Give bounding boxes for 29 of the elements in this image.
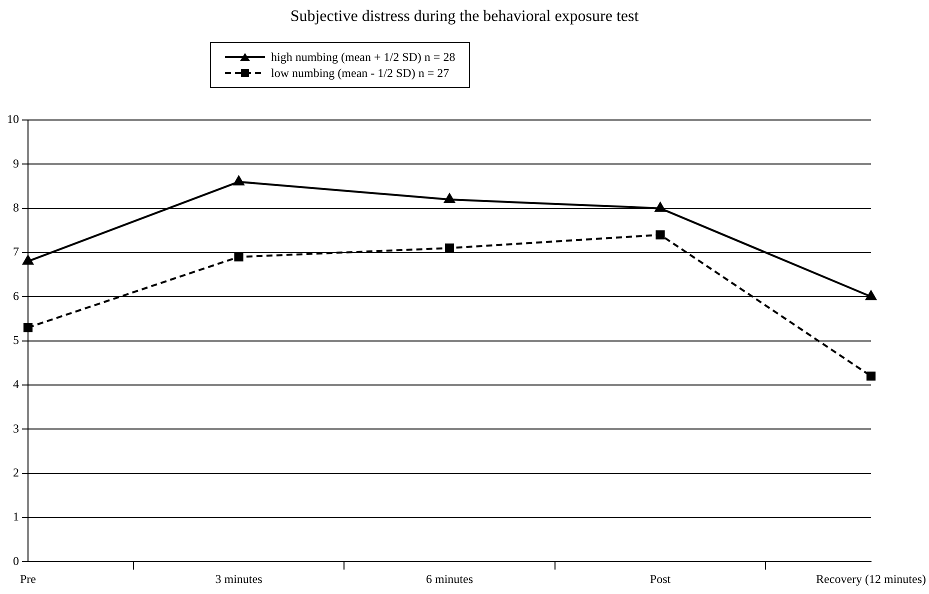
x-tick-label: Recovery (12 minutes): [816, 572, 926, 586]
y-tick-label: 5: [13, 332, 19, 347]
point: [234, 252, 244, 262]
chart-title: Subjective distress during the behavioral exposure test: [289, 8, 640, 26]
y-tick-label: 8: [13, 200, 19, 214]
point: [444, 193, 455, 203]
x-tick-label: Pre: [20, 572, 36, 586]
y-tick-label: 4: [13, 377, 19, 392]
point: [654, 202, 666, 212]
x-tick-label: 6 minutes: [426, 572, 474, 586]
point: [444, 244, 454, 253]
y-tick-label: 6: [13, 288, 19, 303]
point: [233, 176, 244, 186]
point: [23, 323, 33, 332]
x-tick-label: Post: [650, 572, 672, 586]
point: [866, 372, 876, 381]
y-tick-label: 3: [13, 421, 19, 436]
y-tick-label: 7: [13, 244, 19, 259]
legend-label: high numbing (mean + 1/2 SD) n = 28: [271, 50, 456, 64]
y-tick-label: 9: [13, 156, 19, 170]
y-tick-label: 0: [13, 554, 19, 568]
legend-label: low numbing (mean - 1/2 SD) n = 27: [271, 66, 450, 80]
point: [22, 255, 34, 265]
y-tick-label: 2: [13, 465, 19, 480]
y-tick-label: 10: [7, 112, 19, 126]
point: [656, 230, 665, 240]
x-tick-label: 3 minutes: [215, 572, 263, 586]
point: [866, 290, 876, 300]
y-tick-label: 1: [13, 510, 19, 524]
